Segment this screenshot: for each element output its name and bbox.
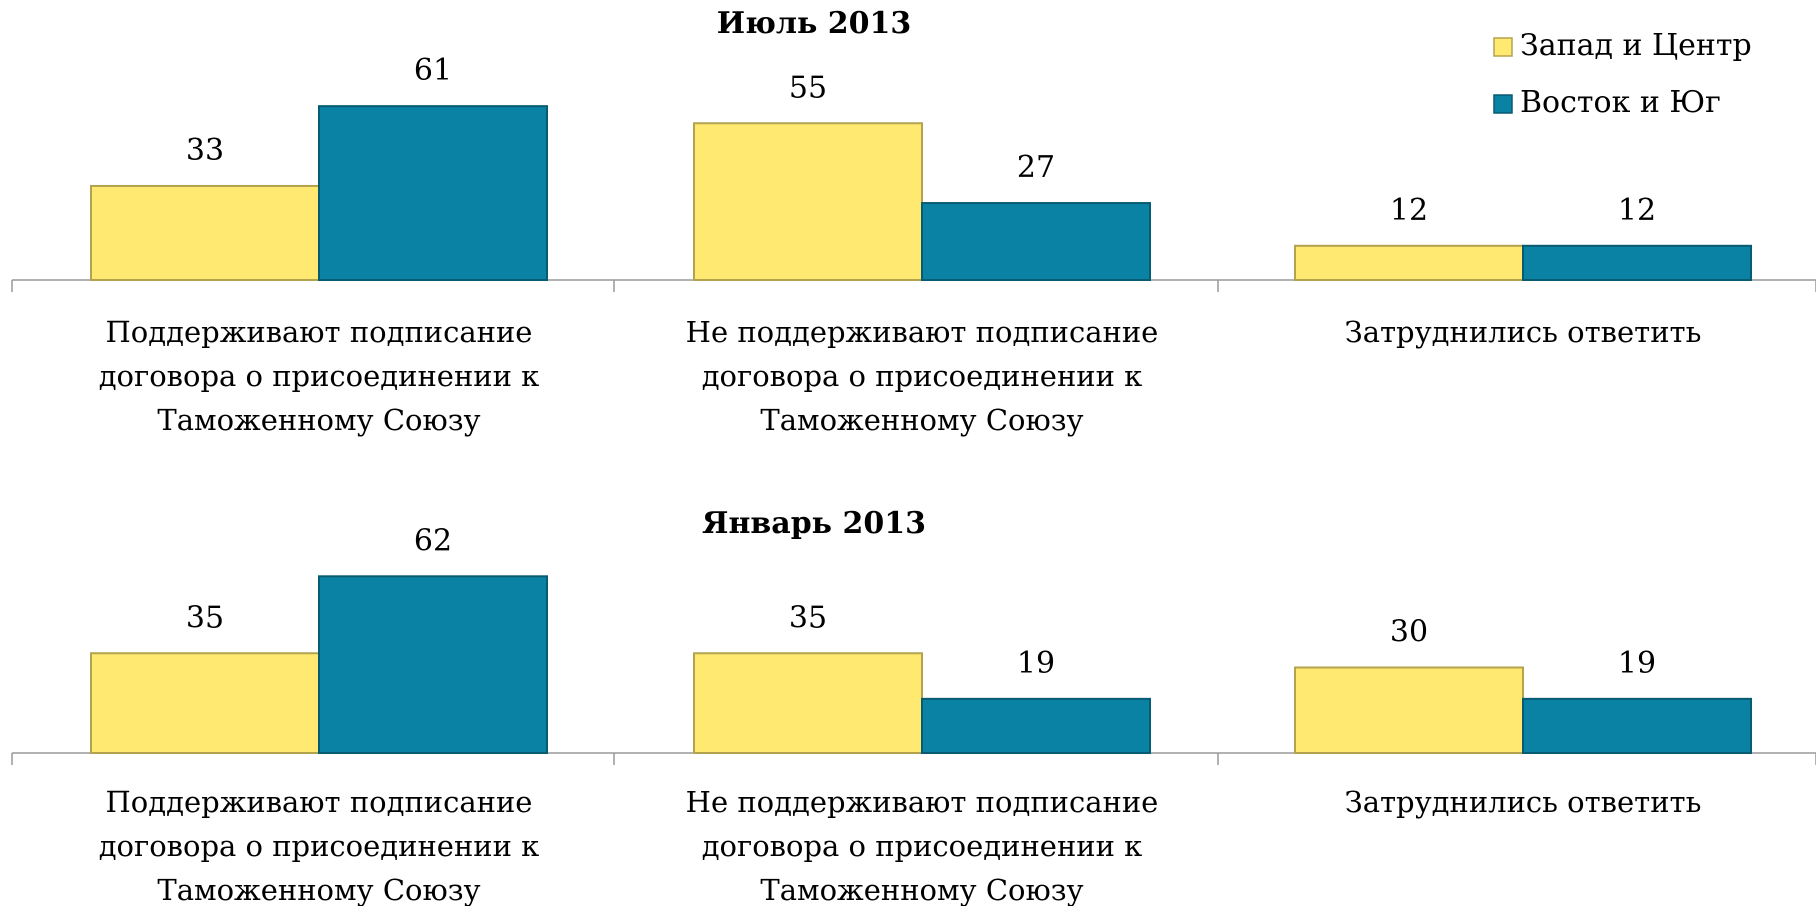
legend-label: Восток и Юг bbox=[1520, 85, 1721, 120]
chart-title: Январь 2013 bbox=[702, 506, 926, 541]
data-label: 33 bbox=[186, 133, 224, 168]
bar bbox=[318, 105, 548, 282]
bar bbox=[90, 652, 320, 754]
bar bbox=[90, 184, 320, 281]
data-label: 12 bbox=[1390, 193, 1428, 228]
x-tick-label: Затруднились ответить bbox=[1344, 785, 1702, 819]
bar bbox=[318, 575, 548, 754]
data-label: 35 bbox=[789, 600, 827, 635]
data-label: 35 bbox=[186, 600, 224, 635]
legend-label: Запад и Центр bbox=[1520, 28, 1752, 63]
x-tick-label: Не поддерживают подписание договора о пр… bbox=[685, 785, 1159, 906]
data-label: 61 bbox=[414, 53, 452, 88]
bar bbox=[1294, 244, 1524, 282]
x-tick-label: Поддерживают подписание договора о присо… bbox=[98, 785, 540, 906]
bar bbox=[1522, 244, 1752, 282]
data-label: 12 bbox=[1618, 193, 1656, 228]
bar bbox=[1294, 666, 1524, 754]
bar bbox=[693, 122, 923, 281]
data-label: 62 bbox=[414, 523, 452, 558]
data-label: 27 bbox=[1017, 150, 1055, 185]
data-label: 19 bbox=[1017, 646, 1055, 681]
legend-swatch bbox=[1493, 94, 1513, 114]
chart-title: Июль 2013 bbox=[717, 6, 912, 41]
data-label: 19 bbox=[1618, 646, 1656, 681]
x-tick-label: Не поддерживают подписание договора о пр… bbox=[685, 315, 1159, 437]
bar bbox=[921, 697, 1151, 754]
data-label: 55 bbox=[789, 70, 827, 105]
bar bbox=[921, 202, 1151, 281]
x-tick-label: Затруднились ответить bbox=[1344, 315, 1702, 349]
x-tick-label: Поддерживают подписание договора о присо… bbox=[98, 315, 540, 437]
legend-swatch bbox=[1493, 37, 1513, 57]
bar bbox=[693, 652, 923, 754]
data-label: 30 bbox=[1390, 615, 1428, 650]
bar bbox=[1522, 697, 1752, 754]
